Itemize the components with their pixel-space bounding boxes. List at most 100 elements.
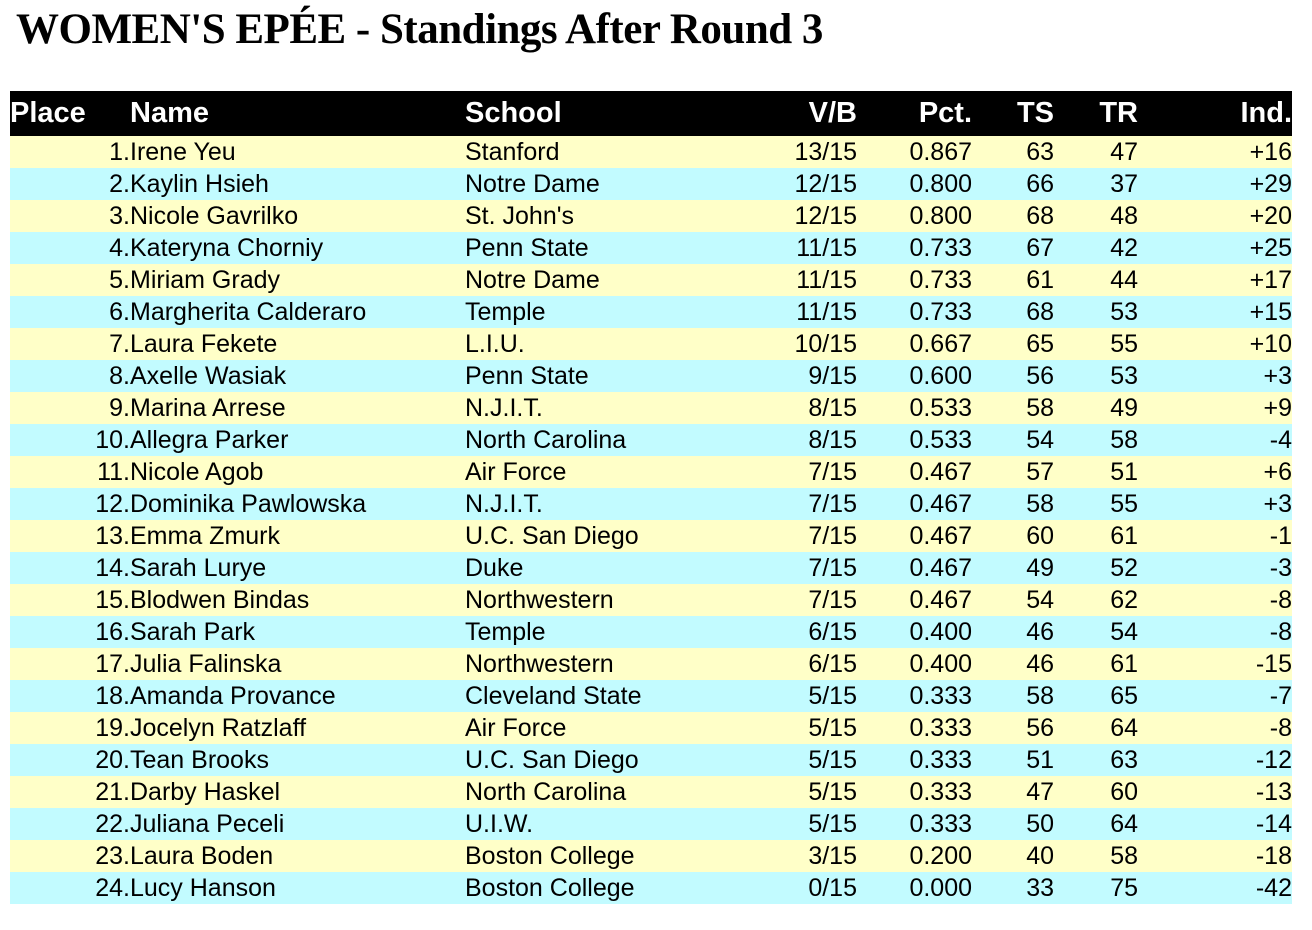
- column-header-name: Name: [130, 97, 209, 130]
- cell-ts: 56: [1026, 713, 1054, 742]
- table-row: 20. Tean Brooks U.C. San Diego 5/15 0.333 51 6…: [10, 744, 1292, 777]
- cell-place: 9.: [109, 393, 130, 422]
- cell-pct: 0.467: [909, 521, 972, 550]
- cell-pct: 0.533: [909, 393, 972, 422]
- cell-pct: 0.467: [909, 489, 972, 518]
- cell-vb: 6/15: [808, 617, 857, 646]
- cell-ind: -13: [1255, 777, 1292, 806]
- cell-school: Northwestern: [465, 585, 614, 614]
- cell-vb: 5/15: [808, 809, 857, 838]
- cell-name: Nicole Agob: [130, 457, 264, 486]
- cell-ind: +10: [1249, 329, 1292, 358]
- cell-name: Amanda Provance: [130, 681, 336, 710]
- cell-place: 23.: [95, 841, 130, 870]
- cell-tr: 48: [1110, 201, 1138, 230]
- cell-school: Penn State: [465, 361, 589, 390]
- column-header-pct: Pct.: [918, 97, 972, 130]
- cell-name: Darby Haskel: [130, 777, 281, 806]
- cell-place: 15.: [95, 585, 130, 614]
- table-row: 23. Laura Boden Boston College 3/15 0.200 40 5…: [10, 840, 1292, 873]
- cell-tr: 54: [1110, 617, 1138, 646]
- cell-vb: 11/15: [796, 297, 857, 326]
- cell-school: N.J.I.T.: [465, 393, 543, 422]
- cell-vb: 5/15: [808, 745, 857, 774]
- table-row: 19. Jocelyn Ratzlaff Air Force 5/15 0.333 56 6…: [10, 712, 1292, 745]
- table-row: 12. Dominika Pawlowska N.J.I.T. 7/15 0.467 58…: [10, 488, 1292, 521]
- cell-school: U.C. San Diego: [465, 745, 639, 774]
- cell-vb: 8/15: [808, 425, 857, 454]
- cell-pct: 0.733: [909, 297, 972, 326]
- cell-ts: 40: [1026, 841, 1054, 870]
- cell-ind: +3: [1263, 489, 1292, 518]
- cell-ts: 58: [1026, 681, 1054, 710]
- cell-school: Penn State: [465, 233, 589, 262]
- cell-tr: 55: [1110, 489, 1138, 518]
- cell-vb: 5/15: [808, 681, 857, 710]
- cell-tr: 64: [1110, 713, 1138, 742]
- table-row: 11. Nicole Agob Air Force 7/15 0.467 57 51 +6: [10, 456, 1292, 489]
- cell-name: Axelle Wasiak: [130, 361, 287, 390]
- cell-pct: 0.800: [909, 169, 972, 198]
- cell-ind: -42: [1255, 873, 1292, 902]
- cell-school: Air Force: [465, 713, 567, 742]
- table-row: 24. Lucy Hanson Boston College 0/15 0.000 33 7…: [10, 872, 1292, 905]
- table-row: 18. Amanda Provance Cleveland State 5/15 0.3…: [10, 680, 1292, 713]
- cell-name: Laura Boden: [130, 841, 274, 870]
- cell-place: 11.: [97, 457, 130, 486]
- cell-vb: 7/15: [808, 489, 857, 518]
- cell-place: 10.: [95, 425, 130, 454]
- table-row: 17. Julia Falinska Northwestern 6/15 0.400 46…: [10, 648, 1292, 681]
- cell-school: Northwestern: [465, 649, 614, 678]
- cell-vb: 7/15: [808, 585, 857, 614]
- cell-ind: -18: [1255, 841, 1292, 870]
- cell-ts: 61: [1026, 265, 1054, 294]
- cell-tr: 53: [1110, 361, 1138, 390]
- cell-tr: 42: [1110, 233, 1138, 262]
- cell-school: Cleveland State: [465, 681, 642, 710]
- cell-name: Marina Arrese: [130, 393, 286, 422]
- cell-tr: 61: [1110, 649, 1138, 678]
- cell-ts: 63: [1026, 137, 1054, 166]
- table-row: 1. Irene Yeu Stanford 13/15 0.867 63 47 +16: [10, 136, 1292, 169]
- column-header-ind: Ind.: [1240, 97, 1292, 130]
- cell-pct: 0.467: [909, 457, 972, 486]
- cell-ts: 49: [1026, 553, 1054, 582]
- cell-tr: 58: [1110, 841, 1138, 870]
- table-row: 16. Sarah Park Temple 6/15 0.400 46 54 -8: [10, 616, 1292, 649]
- cell-ts: 67: [1026, 233, 1054, 262]
- cell-school: U.C. San Diego: [465, 521, 639, 550]
- cell-ind: -8: [1269, 617, 1292, 646]
- cell-pct: 0.800: [909, 201, 972, 230]
- cell-ts: 33: [1026, 873, 1054, 902]
- cell-tr: 47: [1110, 137, 1138, 166]
- cell-ind: -7: [1269, 681, 1292, 710]
- cell-ts: 66: [1026, 169, 1054, 198]
- cell-school: Temple: [465, 617, 546, 646]
- cell-name: Nicole Gavrilko: [130, 201, 299, 230]
- cell-pct: 0.400: [909, 649, 972, 678]
- cell-place: 8.: [109, 361, 130, 390]
- cell-name: Lucy Hanson: [130, 873, 276, 902]
- cell-name: Allegra Parker: [130, 425, 289, 454]
- cell-ind: -12: [1255, 745, 1292, 774]
- cell-school: Notre Dame: [465, 169, 600, 198]
- cell-name: Laura Fekete: [130, 329, 278, 358]
- cell-school: U.I.W.: [465, 809, 534, 838]
- cell-place: 13.: [95, 521, 130, 550]
- cell-ts: 46: [1026, 649, 1054, 678]
- cell-school: Stanford: [465, 137, 560, 166]
- cell-place: 19.: [95, 713, 130, 742]
- cell-tr: 64: [1110, 809, 1138, 838]
- cell-ts: 58: [1026, 393, 1054, 422]
- cell-tr: 75: [1110, 873, 1138, 902]
- cell-vb: 6/15: [808, 649, 857, 678]
- table-row: 5. Miriam Grady Notre Dame 11/15 0.733 61 44 +1…: [10, 264, 1292, 297]
- cell-vb: 11/15: [796, 233, 857, 262]
- table-row: 6. Margherita Calderaro Temple 11/15 0.733 68…: [10, 296, 1292, 329]
- cell-name: Dominika Pawlowska: [130, 489, 367, 518]
- cell-pct: 0.733: [909, 233, 972, 262]
- table-header: Place Name School V/B Pct. TS TR Ind.: [10, 91, 1292, 137]
- cell-school: Notre Dame: [465, 265, 600, 294]
- cell-ind: -4: [1269, 425, 1292, 454]
- cell-place: 20.: [95, 745, 130, 774]
